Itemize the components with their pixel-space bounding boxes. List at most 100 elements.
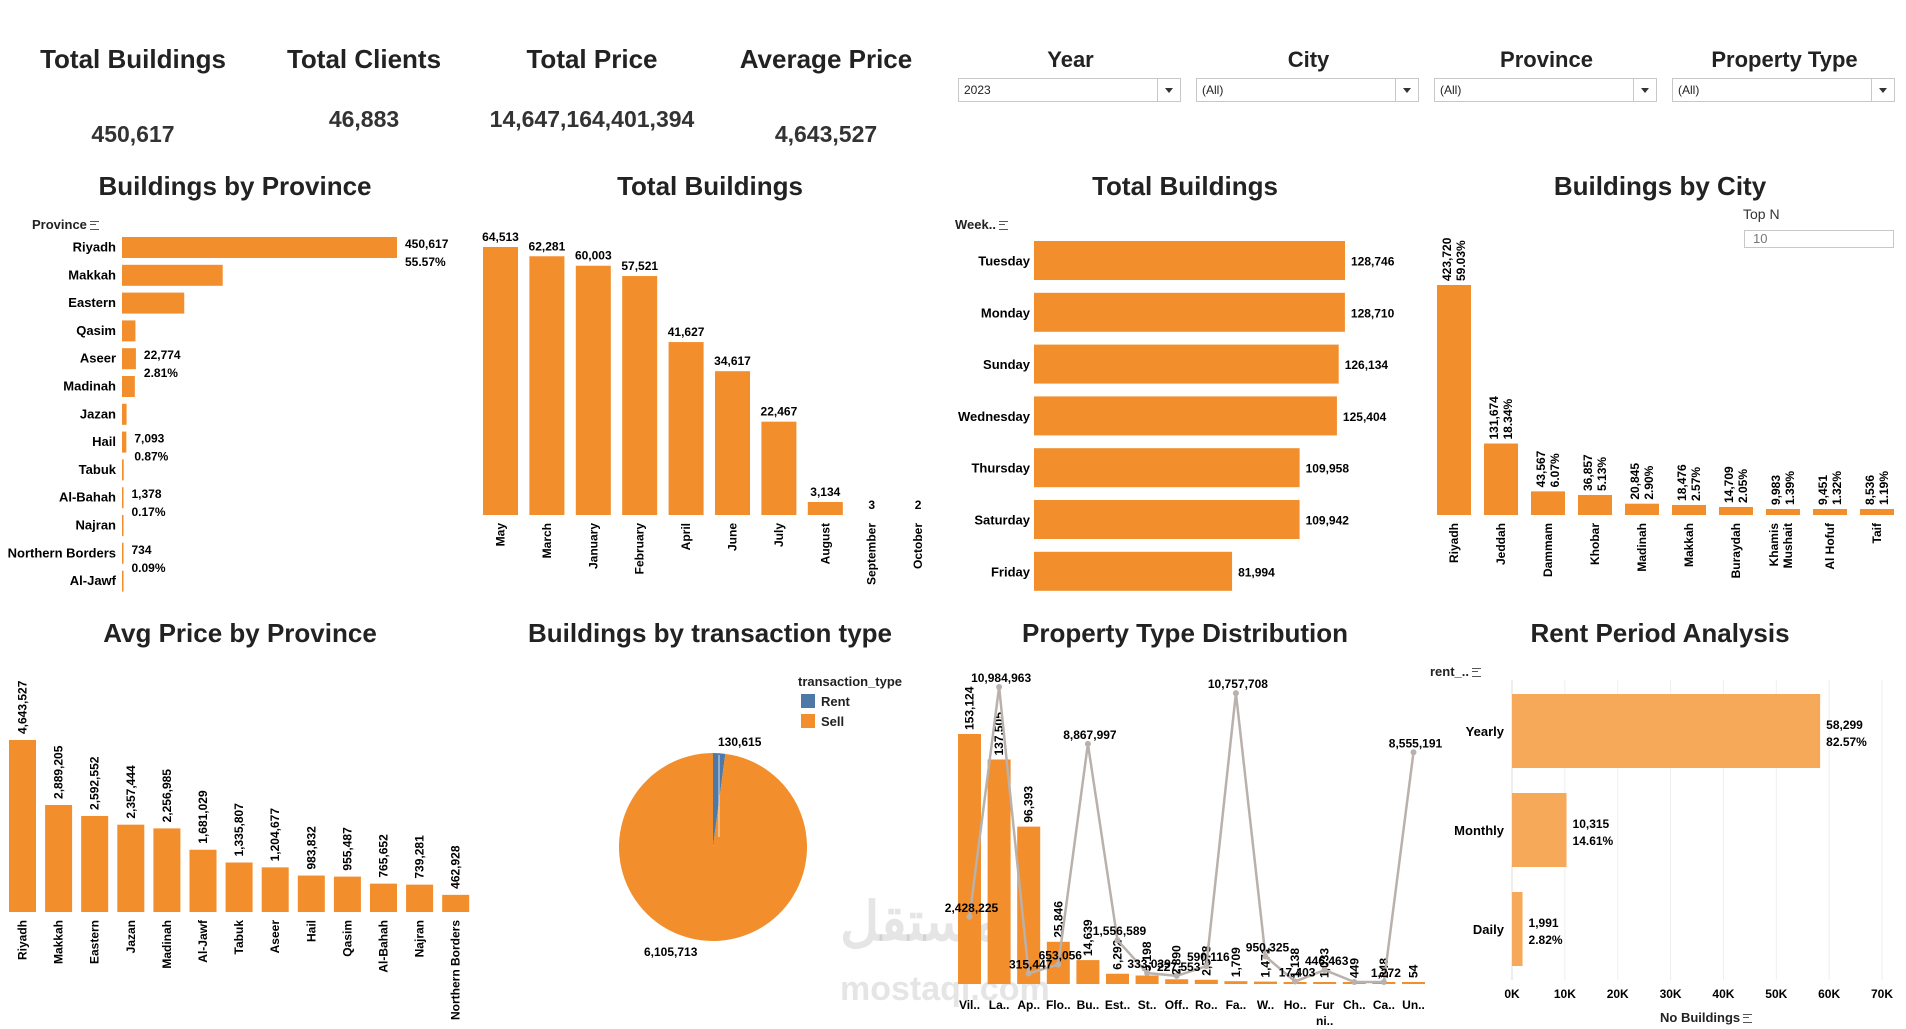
legend-label-rent: Rent [821, 694, 850, 709]
city-value-label: 423,720 [1440, 237, 1454, 281]
province-value-label: 450,617 [405, 237, 449, 251]
week-tick-label: Wednesday [958, 409, 1031, 424]
avgprice-tick-label: Al-Bahah [377, 920, 391, 973]
province-tick-label: Eastern [68, 295, 116, 310]
month-value-label: 3 [868, 498, 875, 512]
sort-icon[interactable] [1743, 1014, 1753, 1024]
proptype-line-point [1410, 749, 1417, 756]
province-tick-label: Northern Borders [8, 545, 116, 560]
city-pct-label: 1.32% [1830, 471, 1844, 505]
province-bar [122, 264, 223, 286]
rent-bar [1512, 793, 1567, 867]
city-bar [1860, 509, 1894, 515]
city-pct-label: 18.34% [1501, 398, 1515, 439]
proptype-bar-label: 1,709 [1229, 947, 1243, 977]
avgprice-bar [442, 894, 470, 912]
filter-title-city: City [1287, 47, 1330, 72]
avgprice-value-label: 2,357,444 [124, 765, 138, 819]
chart-buildings-by-city: 423,720 59.03% Riyadh 131,674 18.34% Jeddah 43… [1437, 237, 1894, 578]
field-label-province[interactable]: Province [32, 217, 99, 232]
avgprice-value-label: 4,643,527 [16, 680, 30, 734]
city-value-label: 9,451 [1816, 475, 1830, 505]
city-pct-label: 2.90% [1642, 465, 1656, 499]
province-pct-label: 55.57% [405, 255, 446, 269]
city-tick-label: Makkah [1682, 523, 1696, 567]
province-tick-label: Aseer [80, 351, 116, 366]
province-value-label: 7,093 [134, 432, 164, 446]
city-tick-label: Khobar [1588, 523, 1602, 565]
sort-icon[interactable] [1472, 668, 1482, 678]
avgprice-value-label: 739,281 [413, 835, 427, 879]
field-label-week[interactable]: Week.. [955, 217, 1008, 232]
month-value-label: 22,467 [761, 405, 798, 419]
field-label-rent[interactable]: rent_.. [1430, 664, 1482, 679]
avgprice-bar [406, 884, 434, 912]
rent-xlabel: No Buildings [1660, 1010, 1753, 1025]
proptype-bar-label: 54 [1407, 964, 1421, 978]
avgprice-tick-label: Madinah [160, 920, 174, 969]
sort-icon[interactable] [89, 221, 99, 231]
proptype-line-label: 1,272 [1371, 966, 1401, 980]
filter-property-type-dropdown[interactable]: (All) [1672, 78, 1895, 102]
avgprice-value-label: 983,832 [304, 826, 318, 870]
city-value-label: 43,567 [1534, 450, 1548, 487]
proptype-bar [1106, 973, 1129, 984]
chevron-down-icon[interactable] [1633, 79, 1656, 101]
proptype-bar-label: 449 [1347, 958, 1361, 978]
proptype-tick-label: St.. [1138, 998, 1157, 1012]
filter-city-dropdown[interactable]: (All) [1196, 78, 1419, 102]
week-value-label: 109,942 [1306, 514, 1350, 528]
top-n-input[interactable]: 10 [1744, 230, 1894, 248]
rent-tick-label: 40K [1712, 987, 1734, 1001]
month-bar [807, 501, 843, 515]
proptype-line-label: 2,428,225 [945, 901, 999, 915]
avgprice-tick-label: Riyadh [16, 920, 30, 960]
proptype-tick-label: Ro.. [1195, 998, 1218, 1012]
filter-province-value: (All) [1440, 83, 1462, 97]
city-bar [1484, 443, 1518, 515]
avgprice-value-label: 1,681,029 [196, 790, 210, 844]
sort-icon[interactable] [998, 221, 1008, 231]
province-pct-label: 2.81% [144, 366, 178, 380]
proptype-line-point [1025, 970, 1032, 977]
avgprice-value-label: 2,889,205 [52, 745, 66, 799]
avgprice-value-label: 1,335,807 [232, 803, 246, 857]
pie-label-rent: 130,615 [718, 735, 762, 749]
province-tick-label: Makkah [68, 267, 116, 282]
province-value-label: 22,774 [144, 348, 181, 362]
week-bar [1034, 292, 1345, 332]
avgprice-tick-label: Northern Borders [449, 920, 463, 1020]
chevron-down-icon[interactable] [1157, 79, 1180, 101]
avgprice-value-label: 955,487 [340, 827, 354, 871]
month-tick-label: October [911, 523, 925, 569]
chevron-down-icon[interactable] [1871, 79, 1894, 101]
proptype-line-point [1380, 978, 1387, 985]
proptype-bar-label: 96,393 [1022, 786, 1036, 823]
week-tick-label: Saturday [974, 513, 1030, 528]
filter-year-dropdown[interactable]: 2023 [958, 78, 1181, 102]
chart-buildings-by-transaction: 130,615 6,105,713 [619, 735, 808, 959]
proptype-tick-label: Ch.. [1343, 998, 1366, 1012]
month-tick-label: February [633, 523, 647, 575]
chevron-down-icon[interactable] [1395, 79, 1418, 101]
filter-province-dropdown[interactable]: (All) [1434, 78, 1657, 102]
week-tick-label: Tuesday [978, 254, 1031, 269]
filter-property-type-value: (All) [1678, 83, 1700, 97]
avgprice-tick-label: Al-Jawf [196, 919, 210, 963]
rent-bar [1512, 892, 1523, 966]
rent-pct-label: 2.82% [1529, 933, 1563, 947]
city-bar [1672, 504, 1706, 515]
rent-category-label: Daily [1473, 922, 1505, 937]
month-value-label: 2 [915, 498, 922, 512]
proptype-bar [1402, 982, 1425, 984]
proptype-tick-label: Off.. [1165, 998, 1189, 1012]
chart-title-buildings-by-city: Buildings by City [1553, 171, 1767, 201]
city-tick-label: Al Hofuf [1823, 522, 1837, 570]
chart-title-avg-price-by-province: Avg Price by Province [103, 618, 377, 648]
proptype-line-label: 8,555,191 [1389, 736, 1443, 750]
avgprice-tick-label: Tabuk [232, 920, 246, 955]
week-tick-label: Sunday [983, 357, 1031, 372]
month-tick-label: July [772, 523, 786, 547]
week-bar [1034, 396, 1337, 436]
